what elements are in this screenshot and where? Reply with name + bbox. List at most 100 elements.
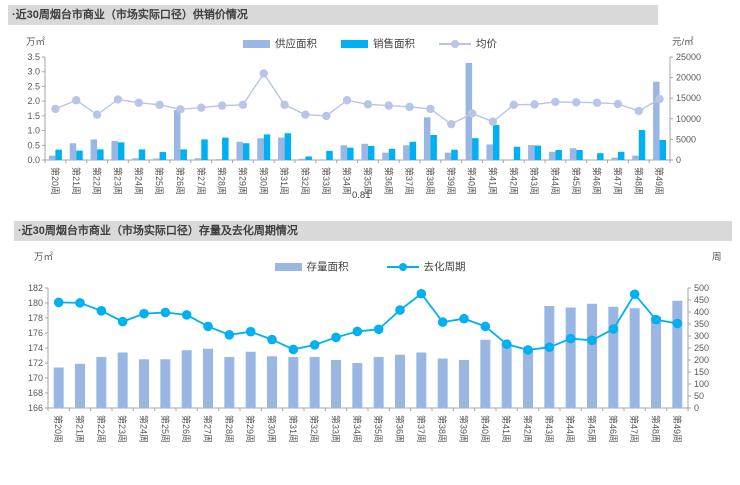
svg-text:0: 0 xyxy=(694,403,699,413)
bar-swatch-icon xyxy=(274,262,302,271)
svg-text:第41周: 第41周 xyxy=(487,167,498,195)
svg-text:第46周: 第46周 xyxy=(592,167,603,195)
legend-item-inventory-area: 存量面积 xyxy=(274,259,349,274)
svg-text:第20周: 第20周 xyxy=(50,167,61,195)
bar-swatch-icon xyxy=(341,39,368,48)
svg-text:第45周: 第45周 xyxy=(571,167,582,195)
svg-text:第35周: 第35周 xyxy=(373,415,384,443)
svg-text:第42周: 第42周 xyxy=(508,167,519,195)
svg-text:150: 150 xyxy=(694,367,709,377)
svg-text:1.5: 1.5 xyxy=(27,111,40,121)
svg-text:第21周: 第21周 xyxy=(75,415,86,443)
svg-text:第20周: 第20周 xyxy=(53,415,64,443)
svg-text:第43周: 第43周 xyxy=(544,415,555,443)
svg-text:25000: 25000 xyxy=(676,52,701,62)
svg-text:第30周: 第30周 xyxy=(258,167,269,195)
x-axis-labels: 第20周 第21周 第22周 第23周 第24周 第25周 第26周 第27周 第28周 第29周… xyxy=(53,415,683,443)
inventory-absorption-chart: 166 168 170 172 174 176 178 180 182 0 50 100 150 200 2… xyxy=(28,283,709,443)
svg-text:第31周: 第31周 xyxy=(279,167,290,195)
bar-swatch-icon xyxy=(243,39,270,48)
svg-text:第37周: 第37周 xyxy=(416,415,427,443)
svg-text:3.5: 3.5 xyxy=(27,52,40,62)
svg-text:第22周: 第22周 xyxy=(92,167,103,195)
svg-text:1.0: 1.0 xyxy=(27,126,40,136)
unit-label-left-top: 万㎡ xyxy=(26,37,46,48)
svg-text:450: 450 xyxy=(694,295,709,305)
legend-item-sales-area: 销售面积 xyxy=(341,36,415,51)
svg-text:第25周: 第25周 xyxy=(160,415,171,443)
svg-text:第40周: 第40周 xyxy=(467,167,478,195)
svg-text:0.0: 0.0 xyxy=(27,155,40,165)
svg-text:第33周: 第33周 xyxy=(321,167,332,195)
line-marker-swatch-icon xyxy=(439,39,471,49)
svg-text:第49周: 第49周 xyxy=(654,167,665,195)
svg-text:0.5: 0.5 xyxy=(27,140,40,150)
svg-text:第36周: 第36周 xyxy=(395,415,406,443)
svg-text:第30周: 第30周 xyxy=(267,415,278,443)
supply-sales-price-chart: 0.0 0.5 1.0 1.5 2.0 2.5 3.0 3.5 0 5000 10000 15000 2… xyxy=(27,52,701,195)
sales-area-bars xyxy=(55,124,667,160)
svg-text:15000: 15000 xyxy=(676,93,701,103)
svg-text:第47周: 第47周 xyxy=(629,415,640,443)
svg-text:第21周: 第21周 xyxy=(71,167,82,195)
svg-text:第38周: 第38周 xyxy=(437,415,448,443)
svg-text:第28周: 第28周 xyxy=(217,167,228,195)
svg-text:第31周: 第31周 xyxy=(288,415,299,443)
svg-text:第45周: 第45周 xyxy=(587,415,598,443)
svg-text:400: 400 xyxy=(694,307,709,317)
unit-label-right-top: 元/㎡ xyxy=(672,37,694,48)
unit-label-right-bottom: 周 xyxy=(712,252,722,263)
legend-item-avg-price: 均价 xyxy=(439,36,497,51)
legend-item-absorption-period: 去化周期 xyxy=(386,259,466,274)
avg-price-line xyxy=(51,69,664,129)
svg-text:178: 178 xyxy=(28,313,43,323)
svg-text:166: 166 xyxy=(28,403,43,413)
svg-text:3.0: 3.0 xyxy=(27,67,40,77)
svg-text:第44周: 第44周 xyxy=(565,415,576,443)
svg-text:第34周: 第34周 xyxy=(342,167,353,195)
svg-text:第38周: 第38周 xyxy=(425,167,436,195)
svg-text:第46周: 第46周 xyxy=(608,415,619,443)
absorption-period-line xyxy=(53,288,683,355)
supply-area-bars xyxy=(48,62,660,161)
svg-text:180: 180 xyxy=(28,298,43,308)
svg-text:10000: 10000 xyxy=(676,114,701,124)
svg-text:第40周: 第40周 xyxy=(480,415,491,443)
svg-text:第26周: 第26周 xyxy=(175,167,186,195)
svg-text:第48周: 第48周 xyxy=(633,167,644,195)
legend-label: 去化周期 xyxy=(423,261,466,273)
svg-text:第34周: 第34周 xyxy=(352,415,363,443)
svg-text:第33周: 第33周 xyxy=(331,415,342,443)
svg-text:第23周: 第23周 xyxy=(112,167,123,195)
stray-value-label: 0.81 xyxy=(352,190,371,201)
svg-text:168: 168 xyxy=(28,388,43,398)
svg-text:第27周: 第27周 xyxy=(196,167,207,195)
x-axis-labels: 第20周 第21周 第22周 第23周 第24周 第25周 第26周 第27周 第28周 第29周… xyxy=(50,167,665,195)
chart-title-inventory-absorption: ·近30周烟台市商业（市场实际口径）存量及去化周期情况 xyxy=(14,221,732,241)
svg-text:300: 300 xyxy=(694,331,709,341)
svg-text:170: 170 xyxy=(28,373,43,383)
axes: 0.0 0.5 1.0 1.5 2.0 2.5 3.0 3.5 0 5000 10000 15000 2… xyxy=(27,52,701,165)
svg-text:176: 176 xyxy=(28,328,43,338)
svg-text:第32周: 第32周 xyxy=(300,167,311,195)
legend-supply-price: 供应面积 销售面积 均价 xyxy=(0,36,740,51)
svg-text:第25周: 第25周 xyxy=(154,167,165,195)
svg-text:第28周: 第28周 xyxy=(224,415,235,443)
svg-text:第39周: 第39周 xyxy=(446,167,457,195)
svg-text:172: 172 xyxy=(28,358,43,368)
svg-text:350: 350 xyxy=(694,319,709,329)
svg-text:第44周: 第44周 xyxy=(550,167,561,195)
svg-text:第36周: 第36周 xyxy=(383,167,394,195)
svg-text:第24周: 第24周 xyxy=(139,415,150,443)
svg-text:第23周: 第23周 xyxy=(117,415,128,443)
svg-text:0: 0 xyxy=(676,155,681,165)
svg-text:第41周: 第41周 xyxy=(501,415,512,443)
legend-label: 销售面积 xyxy=(373,38,415,50)
axes: 166 168 170 172 174 176 178 180 182 0 50 100 150 200 2… xyxy=(28,283,709,413)
legend-inventory-absorption: 存量面积 去化周期 xyxy=(0,259,740,274)
svg-text:200: 200 xyxy=(694,355,709,365)
svg-text:182: 182 xyxy=(28,283,43,293)
svg-text:第22周: 第22周 xyxy=(96,415,107,443)
svg-text:第49周: 第49周 xyxy=(672,415,683,443)
